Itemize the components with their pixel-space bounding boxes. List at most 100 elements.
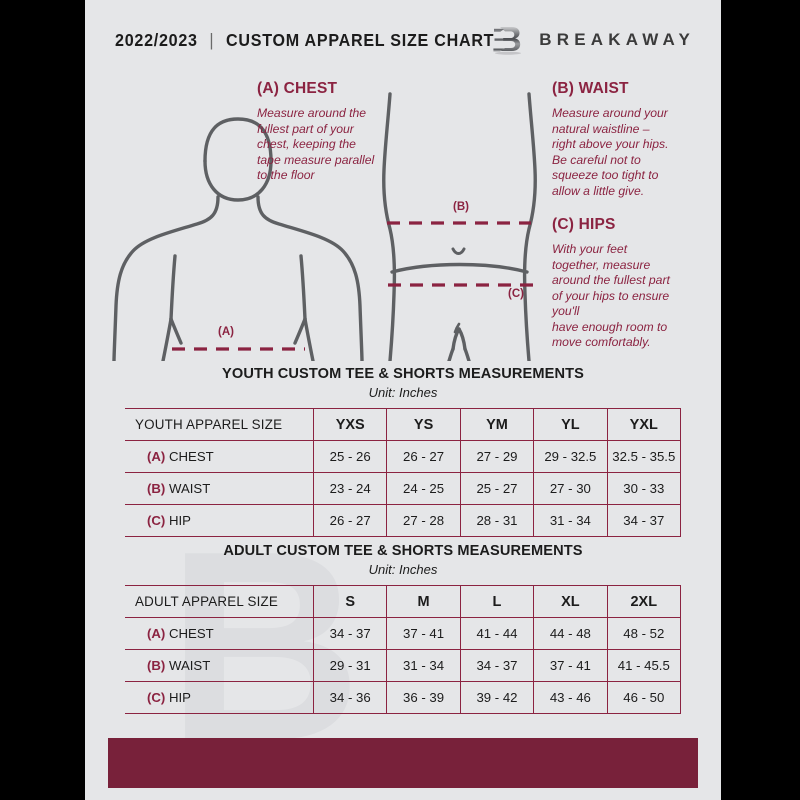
adult-size-label: ADULT APPAREL SIZE xyxy=(135,594,279,609)
youth-size-col-1: YS xyxy=(386,408,461,441)
adult-table-header-row: ADULT APPAREL SIZE S M L XL 2XL xyxy=(125,585,682,618)
adult-cell-1-4: 41 - 45.5 xyxy=(607,649,682,682)
youth-size-col-0: YXS xyxy=(312,408,388,441)
youth-cell-1-3: 27 - 30 xyxy=(533,472,608,505)
row-name: CHEST xyxy=(168,626,214,641)
waist-callout-body: Measure around your natural waistline – … xyxy=(552,106,669,198)
adult-size-col-1: M xyxy=(386,585,461,618)
header-separator: | xyxy=(209,30,215,50)
adult-row-label-1: (B) WAIST xyxy=(125,650,314,682)
youth-table-header-row: YOUTH APPAREL SIZE YXS YS YM YL YXL xyxy=(125,408,682,441)
adult-cell-0-0: 34 - 37 xyxy=(312,617,388,650)
youth-cell-1-0: 23 - 24 xyxy=(312,472,388,505)
row-tag: (A) xyxy=(147,449,166,464)
hips-callout-title: (C) HIPS xyxy=(552,216,616,233)
youth-cell-0-3: 29 - 32.5 xyxy=(533,440,608,473)
row-tag: (B) xyxy=(147,481,166,496)
lower-body-figure xyxy=(382,92,537,361)
adult-size-col-4: 2XL xyxy=(607,585,682,618)
youth-cell-0-0: 25 - 26 xyxy=(312,440,388,473)
table-row: (C) HIP 34 - 36 36 - 39 39 - 42 43 - 46 … xyxy=(125,681,682,714)
chest-dimension-label: (A) xyxy=(218,326,234,338)
adult-section-heading: ADULT CUSTOM TEE & SHORTS MEASUREMENTS U… xyxy=(85,543,721,585)
youth-unit: Unit: Inches xyxy=(368,385,438,400)
adult-cell-1-1: 31 - 34 xyxy=(386,649,461,682)
adult-cell-1-2: 34 - 37 xyxy=(460,649,535,682)
youth-cell-2-2: 28 - 31 xyxy=(460,504,535,537)
adult-cell-2-4: 46 - 50 xyxy=(607,681,682,714)
youth-size-col-3: YL xyxy=(533,408,608,441)
adult-cell-2-0: 34 - 36 xyxy=(312,681,388,714)
table-row: (B) WAIST 23 - 24 24 - 25 25 - 27 27 - 3… xyxy=(125,472,682,505)
adult-cell-2-1: 36 - 39 xyxy=(386,681,461,714)
chest-callout-body: Measure around the fullest part of your … xyxy=(257,106,375,182)
adult-cell-0-2: 41 - 44 xyxy=(460,617,535,650)
hips-dimension-label: (C) xyxy=(508,288,524,300)
adult-section: ADULT CUSTOM TEE & SHORTS MEASUREMENTS U… xyxy=(85,543,721,714)
youth-cell-1-2: 25 - 27 xyxy=(460,472,535,505)
header-title-line: 2022/2023 | CUSTOM APPAREL SIZE CHART xyxy=(115,30,494,51)
adult-size-col-2: L xyxy=(460,585,535,618)
adult-cell-0-1: 37 - 41 xyxy=(386,617,461,650)
header-season: 2022/2023 xyxy=(115,30,198,50)
body-figures-svg xyxy=(112,92,537,361)
youth-cell-0-2: 27 - 29 xyxy=(460,440,535,473)
adult-row-label-0: (A) CHEST xyxy=(125,618,314,650)
youth-cell-1-4: 30 - 33 xyxy=(607,472,682,505)
breakaway-b-logo-icon xyxy=(493,27,522,55)
chest-callout: (A) CHEST Measure around the fullest par… xyxy=(257,80,417,184)
row-name: WAIST xyxy=(168,481,211,496)
youth-row-label-2: (C) HIP xyxy=(125,505,314,537)
youth-size-table: YOUTH APPAREL SIZE YXS YS YM YL YXL (A) … xyxy=(125,408,682,537)
adult-cell-0-3: 44 - 48 xyxy=(533,617,608,650)
adult-cell-2-2: 39 - 42 xyxy=(460,681,535,714)
row-name: CHEST xyxy=(168,449,214,464)
waist-callout: (B) WAIST Measure around your natural wa… xyxy=(552,80,702,199)
table-row: (C) HIP 26 - 27 27 - 28 28 - 31 31 - 34 … xyxy=(125,504,682,537)
youth-size-col-2: YM xyxy=(460,408,535,441)
row-name: HIP xyxy=(168,690,191,705)
adult-row-label-2: (C) HIP xyxy=(125,682,314,714)
youth-row-label-1: (B) WAIST xyxy=(125,473,314,505)
row-tag: (C) xyxy=(147,690,166,705)
hips-callout: (C) HIPS With your feet together, measur… xyxy=(552,216,707,351)
table-row: (A) CHEST 34 - 37 37 - 41 41 - 44 44 - 4… xyxy=(125,617,682,650)
waist-callout-title: (B) WAIST xyxy=(552,80,629,97)
youth-cell-0-4: 32.5 - 35.5 xyxy=(607,440,682,473)
youth-section-heading: YOUTH CUSTOM TEE & SHORTS MEASUREMENTS U… xyxy=(85,366,721,408)
adult-cell-0-4: 48 - 52 xyxy=(607,617,682,650)
youth-row-label-0: (A) CHEST xyxy=(125,441,314,473)
adult-cell-1-0: 29 - 31 xyxy=(312,649,388,682)
chest-callout-title: (A) CHEST xyxy=(257,80,338,97)
adult-unit: Unit: Inches xyxy=(368,562,438,577)
page-title: CUSTOM APPAREL SIZE CHART xyxy=(225,30,495,50)
youth-section: YOUTH CUSTOM TEE & SHORTS MEASUREMENTS U… xyxy=(85,366,721,537)
youth-cell-2-3: 31 - 34 xyxy=(533,504,608,537)
row-tag: (B) xyxy=(147,658,166,673)
footer-bar xyxy=(108,738,698,788)
youth-cell-1-1: 24 - 25 xyxy=(386,472,461,505)
table-row: (B) WAIST 29 - 31 31 - 34 34 - 37 37 - 4… xyxy=(125,649,682,682)
adult-cell-2-3: 43 - 46 xyxy=(533,681,608,714)
waist-dimension-label: (B) xyxy=(453,201,469,213)
youth-size-label: YOUTH APPAREL SIZE xyxy=(135,417,283,432)
adult-title: ADULT CUSTOM TEE & SHORTS MEASUREMENTS xyxy=(223,543,583,559)
youth-cell-2-4: 34 - 37 xyxy=(607,504,682,537)
upper-body-figure xyxy=(112,117,364,361)
row-tag: (C) xyxy=(147,513,166,528)
row-tag: (A) xyxy=(147,626,166,641)
brand-name: BREAKAWAY xyxy=(539,30,695,49)
youth-cell-0-1: 26 - 27 xyxy=(386,440,461,473)
adult-size-table: ADULT APPAREL SIZE S M L XL 2XL (A) CHES… xyxy=(125,585,682,714)
youth-cell-2-1: 27 - 28 xyxy=(386,504,461,537)
adult-size-col-0: S xyxy=(312,585,388,618)
adult-cell-1-3: 37 - 41 xyxy=(533,649,608,682)
youth-cell-2-0: 26 - 27 xyxy=(312,504,388,537)
row-name: WAIST xyxy=(168,658,211,673)
size-chart-page: B 2022/2023 | CUSTOM APPAREL SIZE CHART xyxy=(85,0,721,800)
measurement-illustrations: (A) (B) (C) (A) CHEST Measure around the… xyxy=(85,66,721,361)
adult-size-col-3: XL xyxy=(533,585,608,618)
table-row: (A) CHEST 25 - 26 26 - 27 27 - 29 29 - 3… xyxy=(125,440,682,473)
youth-size-col-4: YXL xyxy=(607,408,682,441)
brand-lockup: BREAKAWAY xyxy=(491,24,695,56)
